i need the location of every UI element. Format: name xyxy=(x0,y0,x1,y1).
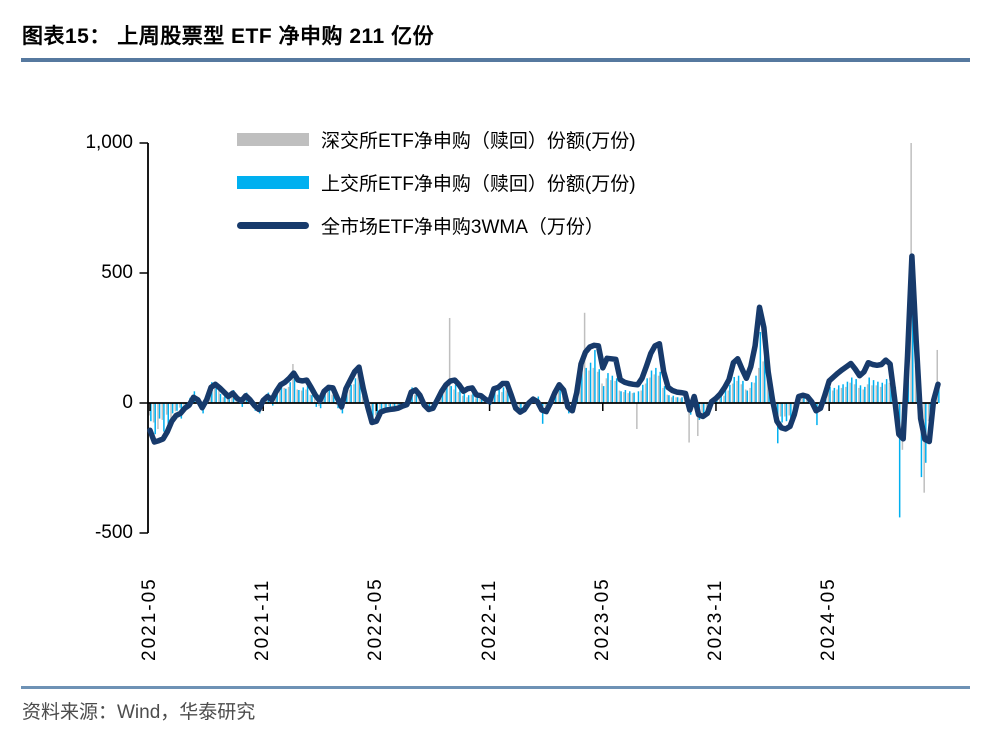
legend-item-sse: 上交所ETF净申购（赎回）份额(万份) xyxy=(237,167,636,197)
y-axis-tick-label: 1,000 xyxy=(85,132,133,153)
x-axis-tick-label: 2023-05 xyxy=(591,577,613,661)
y-axis-tick-label: 500 xyxy=(101,262,133,283)
x-axis-tick-label: 2022-05 xyxy=(365,577,387,661)
szse-bar-swatch-icon xyxy=(237,132,309,146)
x-axis-tick-label: 2021-11 xyxy=(252,578,274,661)
legend-item-szse: 深交所ETF净申购（赎回）份额(万份) xyxy=(237,124,636,154)
figure-title: 图表15： 上周股票型 ETF 净申购 211 亿份 xyxy=(22,25,435,48)
wma-line-swatch-icon xyxy=(237,221,309,229)
source-note: 资料来源：Wind，华泰研究 xyxy=(22,702,256,723)
legend-label-wma: 全市场ETF净申购3WMA（万份） xyxy=(321,216,604,238)
y-axis-tick-label: 0 xyxy=(122,392,133,413)
x-axis-tick-label: 2021-05 xyxy=(139,577,160,661)
footer-divider xyxy=(21,686,970,689)
x-axis-tick-label: 2023-11 xyxy=(704,578,726,661)
y-axis-tick-label: -500 xyxy=(94,522,133,543)
x-axis-tick-label: 2024-05 xyxy=(818,577,840,661)
title-divider xyxy=(21,58,970,62)
x-axis-tick-label: 2022-11 xyxy=(478,578,500,661)
legend-label-szse: 深交所ETF净申购（赎回）份额(万份) xyxy=(321,130,636,152)
legend-item-wma: 全市场ETF净申购3WMA（万份） xyxy=(237,210,636,240)
chart-legend: 深交所ETF净申购（赎回）份额(万份) 上交所ETF净申购（赎回）份额(万份) … xyxy=(237,124,636,253)
sse-bar-swatch-icon xyxy=(237,175,309,189)
legend-label-sse: 上交所ETF净申购（赎回）份额(万份) xyxy=(321,173,636,195)
